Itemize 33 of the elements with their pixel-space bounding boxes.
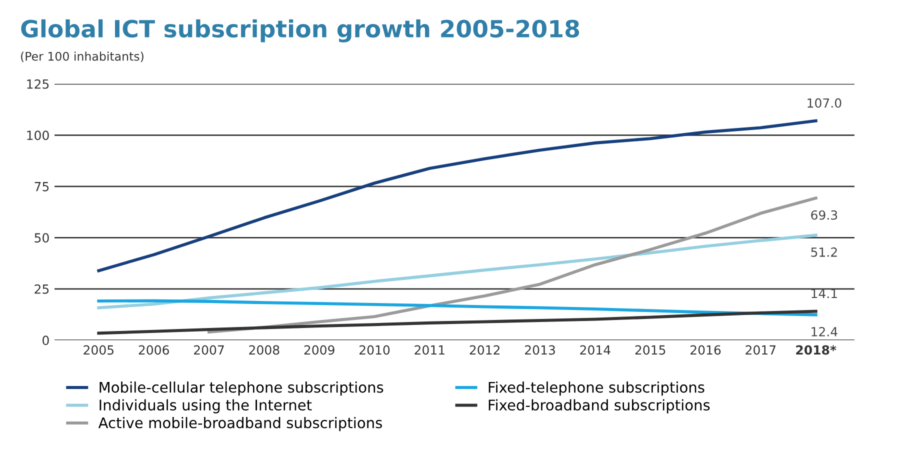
x-tick-label: 2016 xyxy=(690,345,721,355)
x-tick-label: 2009 xyxy=(304,345,334,355)
data-label: 12.4 xyxy=(812,326,838,336)
y-tick-label: 125 xyxy=(27,79,49,89)
legend-label: Fixed-telephone subscriptions xyxy=(488,382,704,396)
legend-label: Fixed-broadband subscriptions xyxy=(488,399,710,414)
y-tick-label: 75 xyxy=(34,182,49,192)
x-tick-label: 2014 xyxy=(580,345,610,355)
data-label: 51.2 xyxy=(811,247,837,257)
x-tick-label: 2010 xyxy=(360,345,390,355)
line-series xyxy=(97,299,818,316)
x-tick-label: 2008 xyxy=(249,345,280,355)
x-tick-label: 2006 xyxy=(138,345,169,355)
x-tick-label: 2005 xyxy=(84,345,114,355)
x-tick-label: 2017 xyxy=(746,345,776,355)
legend-label: Active mobile-broadband subscriptions xyxy=(98,417,382,432)
x-tick-label: 2018* xyxy=(796,345,836,355)
x-tick-label: 2007 xyxy=(194,345,224,355)
x-tick-label: 2012 xyxy=(470,345,500,355)
legend-label: Individuals using the Internet xyxy=(100,399,312,414)
data-label: 69.3 xyxy=(811,210,838,220)
y-tick-label: 0 xyxy=(42,336,49,346)
chart-title: Global ICT subscription growth 2005-2018 xyxy=(21,19,580,42)
x-tick-label: 2015 xyxy=(635,345,666,355)
y-tick-label: 100 xyxy=(27,130,49,140)
x-tick-label: 2013 xyxy=(525,345,555,355)
y-tick-label: 50 xyxy=(34,233,49,243)
x-tick-label: 2011 xyxy=(414,345,444,355)
y-tick-label: 25 xyxy=(34,284,49,294)
y-axis-title: (Per 100 inhabitants) xyxy=(21,52,144,62)
legend-label: Mobile-cellular telephone subscriptions xyxy=(100,382,384,396)
data-label: 107.0 xyxy=(808,98,842,108)
data-label: 14.1 xyxy=(812,288,837,298)
